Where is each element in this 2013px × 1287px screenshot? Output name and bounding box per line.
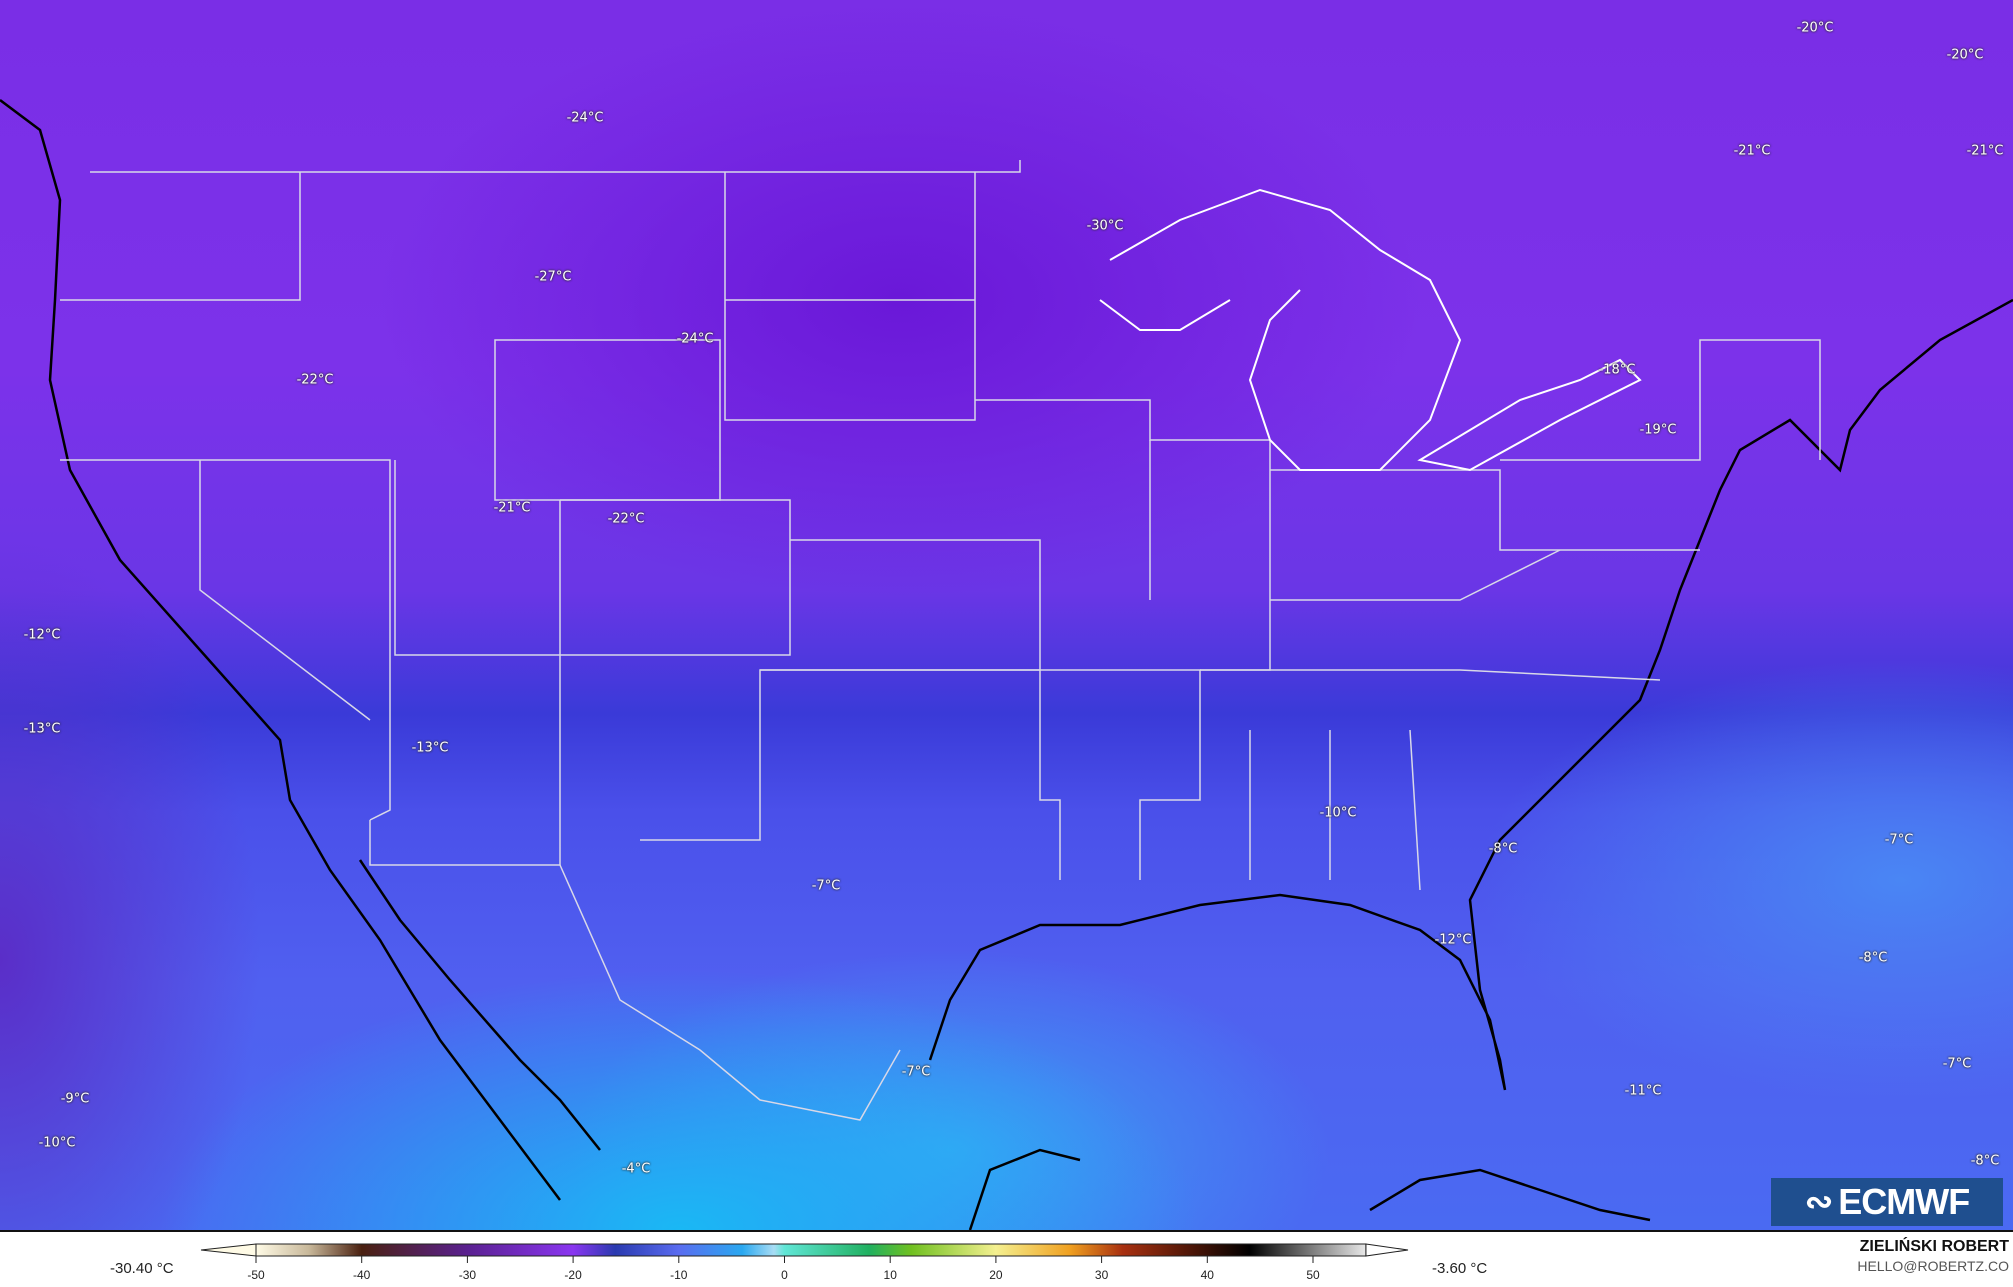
temperature-map: -24°C -27°C -24°C -22°C -30°C -21°C -22°C -18°C…: [0, 0, 2013, 1232]
colorbar-tick-label: 20: [989, 1268, 1003, 1282]
colorbar-gradient: [255, 1243, 1367, 1257]
ecmwf-logo-icon: ∾: [1804, 1183, 1833, 1221]
colorbar-tick-label: 50: [1306, 1268, 1320, 1282]
coastline: [0, 99, 2013, 1230]
color-legend: -30.40 °C -50 -40 -30 -20 -10 0 10 20 30 40 50 -3.…: [0, 1232, 2013, 1287]
temperature-label: -20°C: [1796, 20, 1834, 36]
colorbar-tick-label: 0: [781, 1268, 788, 1282]
temperature-label: -10°C: [1319, 805, 1357, 821]
temperature-label: -7°C: [1942, 1056, 1972, 1072]
temperature-label: -12°C: [1434, 932, 1472, 948]
temperature-label: -19°C: [1639, 422, 1677, 438]
colorbar-tick-label: 40: [1201, 1268, 1215, 1282]
temperature-label: -4°C: [621, 1161, 651, 1177]
colorbar-max-arrow: [1365, 1243, 1409, 1257]
temperature-label: -7°C: [811, 878, 841, 894]
temperature-label: -7°C: [1884, 832, 1914, 848]
temperature-label: -27°C: [534, 269, 572, 285]
temperature-label: -21°C: [1966, 143, 2004, 159]
colorbar-tick-label: 10: [884, 1268, 898, 1282]
colorbar-tick-label: -50: [247, 1268, 265, 1282]
temperature-label: -7°C: [901, 1064, 931, 1080]
temperature-label: -8°C: [1970, 1153, 2000, 1169]
colorbar-tick-label: -30: [459, 1268, 477, 1282]
temperature-label: -9°C: [60, 1091, 90, 1107]
logo-text: ECMWF: [1838, 1181, 1970, 1222]
colorbar-tick-label: 30: [1095, 1268, 1109, 1282]
temperature-label: -18°C: [1598, 362, 1636, 378]
temperature-label: -11°C: [1624, 1083, 1662, 1099]
temperature-label: -22°C: [607, 511, 645, 527]
temperature-label: -30°C: [1086, 218, 1124, 234]
ecmwf-logo: ∾ ECMWF: [1771, 1178, 2003, 1226]
temperature-label: -21°C: [1733, 143, 1771, 159]
colorbar: -50 -40 -30 -20 -10 0 10 20 30 40 50: [200, 1243, 1409, 1282]
colorbar-tick-label: -10: [670, 1268, 688, 1282]
temperature-label: -8°C: [1858, 950, 1888, 966]
temperature-label: -24°C: [566, 110, 604, 126]
temperature-label: -20°C: [1946, 47, 1984, 63]
colorbar-tick-label: -40: [353, 1268, 371, 1282]
great-lakes: [1099, 188, 1642, 472]
map-borders: [0, 99, 2013, 1230]
temperature-label: -21°C: [493, 500, 531, 516]
max-value-label: -3.60 °C: [1432, 1260, 1488, 1277]
state-borders: [60, 160, 1821, 1121]
temperature-label: -13°C: [23, 721, 61, 737]
temperature-label: -13°C: [411, 740, 449, 756]
min-value-label: -30.40 °C: [110, 1260, 174, 1277]
colorbar-min-arrow: [200, 1243, 257, 1257]
author-email: HELLO@ROBERTZ.CO: [1857, 1258, 2009, 1274]
author-name: ZIELIŃSKI ROBERT: [1859, 1238, 2009, 1255]
temperature-label: -8°C: [1488, 841, 1518, 857]
temperature-label: -22°C: [296, 372, 334, 388]
temperature-label: -12°C: [23, 627, 61, 643]
temperature-label: -10°C: [38, 1135, 76, 1151]
author-credit: ZIELIŃSKI ROBERT HELLO@ROBERTZ.CO: [1857, 1238, 2009, 1274]
temperature-label: -24°C: [676, 331, 714, 347]
colorbar-tick-label: -20: [564, 1268, 582, 1282]
